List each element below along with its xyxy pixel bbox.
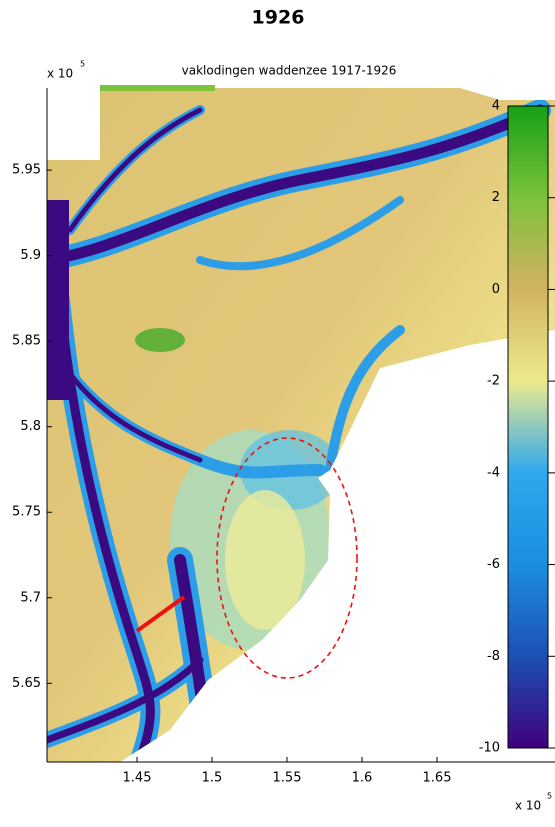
y-tick-label: 5.75 [12,505,41,520]
y-multiplier: x 10 [47,67,73,81]
x-tick-label: 1.65 [423,771,452,786]
x-tick-label: 1.55 [273,771,302,786]
bathymetry [47,88,555,762]
y-tick-label: 5.85 [12,334,41,349]
colorbar-tick-label: 0 [492,282,500,297]
colorbar-tick-label: 2 [492,190,500,205]
header: 1926 [252,7,305,29]
x-multiplier-exponent: 5 [547,792,552,801]
x-tick-label: 1.45 [123,771,152,786]
colorbar-tick-label: -6 [487,557,500,572]
colorbar-tick-label: -8 [487,649,500,664]
colorbar [508,106,548,748]
colorbar-tick-label: -2 [487,374,500,389]
y-tick-label: 5.95 [12,163,41,178]
y-multiplier-exponent: 5 [80,60,85,69]
y-tick-label: 5.7 [20,590,41,605]
y-tick-label: 5.65 [12,676,41,691]
colorbar-tick-label: 4 [492,99,500,114]
x-multiplier: x 10 [515,799,541,813]
chart-title: vaklodingen waddenzee 1917-1926 [182,64,397,78]
colorbar-tick-label: -10 [479,741,500,756]
colorbar-tick-label: -4 [487,465,500,480]
y-tick-label: 5.9 [20,248,41,263]
y-tick-label: 5.8 [20,419,41,434]
figure: 1926 vaklodingen waddenzee 1917-1926 x 1… [0,0,555,823]
x-tick-label: 1.6 [352,771,373,786]
x-tick-label: 1.5 [202,771,223,786]
